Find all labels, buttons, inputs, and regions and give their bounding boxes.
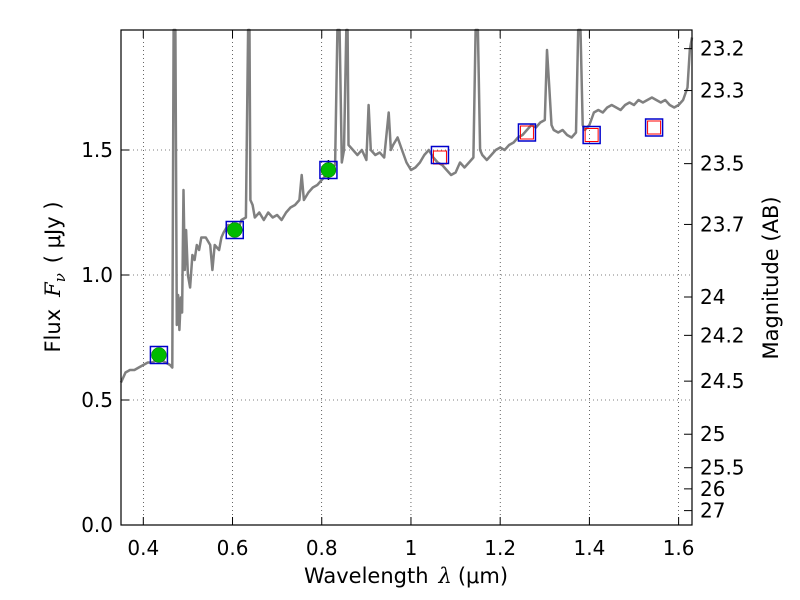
model-point-open [584,128,599,142]
x-tick-label: 1.4 [573,536,605,560]
y-tick-label: 1.0 [81,263,113,287]
grid [121,30,692,526]
y2-tick-label: 26 [700,477,725,501]
x-tick-label: 1.6 [663,536,695,560]
y-tick-label: 0.0 [81,513,113,537]
y2-tick-label: 27 [700,499,725,523]
y2-tick-label: 24 [700,285,725,309]
plot-area [119,28,694,384]
model-point-open [519,125,534,140]
x-tick-label: 1.2 [484,536,516,560]
observed-point [227,222,243,238]
model-point-open [647,120,662,135]
x-tick-label: 0.8 [306,536,338,560]
y2-tick-label: 25 [700,422,725,446]
observed-point [151,347,167,363]
observed-point [320,162,337,178]
x-tick-label: 1 [405,536,418,560]
model-point-box [644,118,664,137]
x-tick-label: 0.6 [217,536,249,560]
y2-tick-label: 25.5 [700,456,745,480]
y-tick-label: 0.5 [81,388,113,412]
y2-axis-label: Magnitude (AB) [759,196,783,359]
spectrum-line [119,28,694,384]
x-axis-label: Wavelength λ (μm) [304,564,508,588]
model-point-box [149,345,169,365]
model-point-box [225,220,245,240]
y2-tick-label: 23.3 [700,79,745,103]
plot-frame [120,29,693,526]
y-tick-label: 1.5 [81,138,113,162]
model-point-box [430,145,450,165]
model-point-box [319,160,338,180]
axes-ticks: 0.4 0.6 0.8 1 1.2 1.4 1.6 0.0 0.5 1.0 1.5 23.2 23.3 2… [81,30,745,560]
y2-tick-label: 23.5 [700,152,745,176]
model-point-box [582,125,601,145]
model-point-box [517,123,537,142]
y-axis-label: FluxFν( μJy ) [41,201,69,352]
y2-tick-label: 23.7 [700,212,745,236]
model-point-open [432,150,447,165]
y2-tick-label: 24.2 [700,323,745,347]
x-tick-label: 0.4 [127,536,159,560]
y2-tick-label: 24.5 [700,369,745,393]
y2-tick-label: 23.2 [700,37,745,61]
